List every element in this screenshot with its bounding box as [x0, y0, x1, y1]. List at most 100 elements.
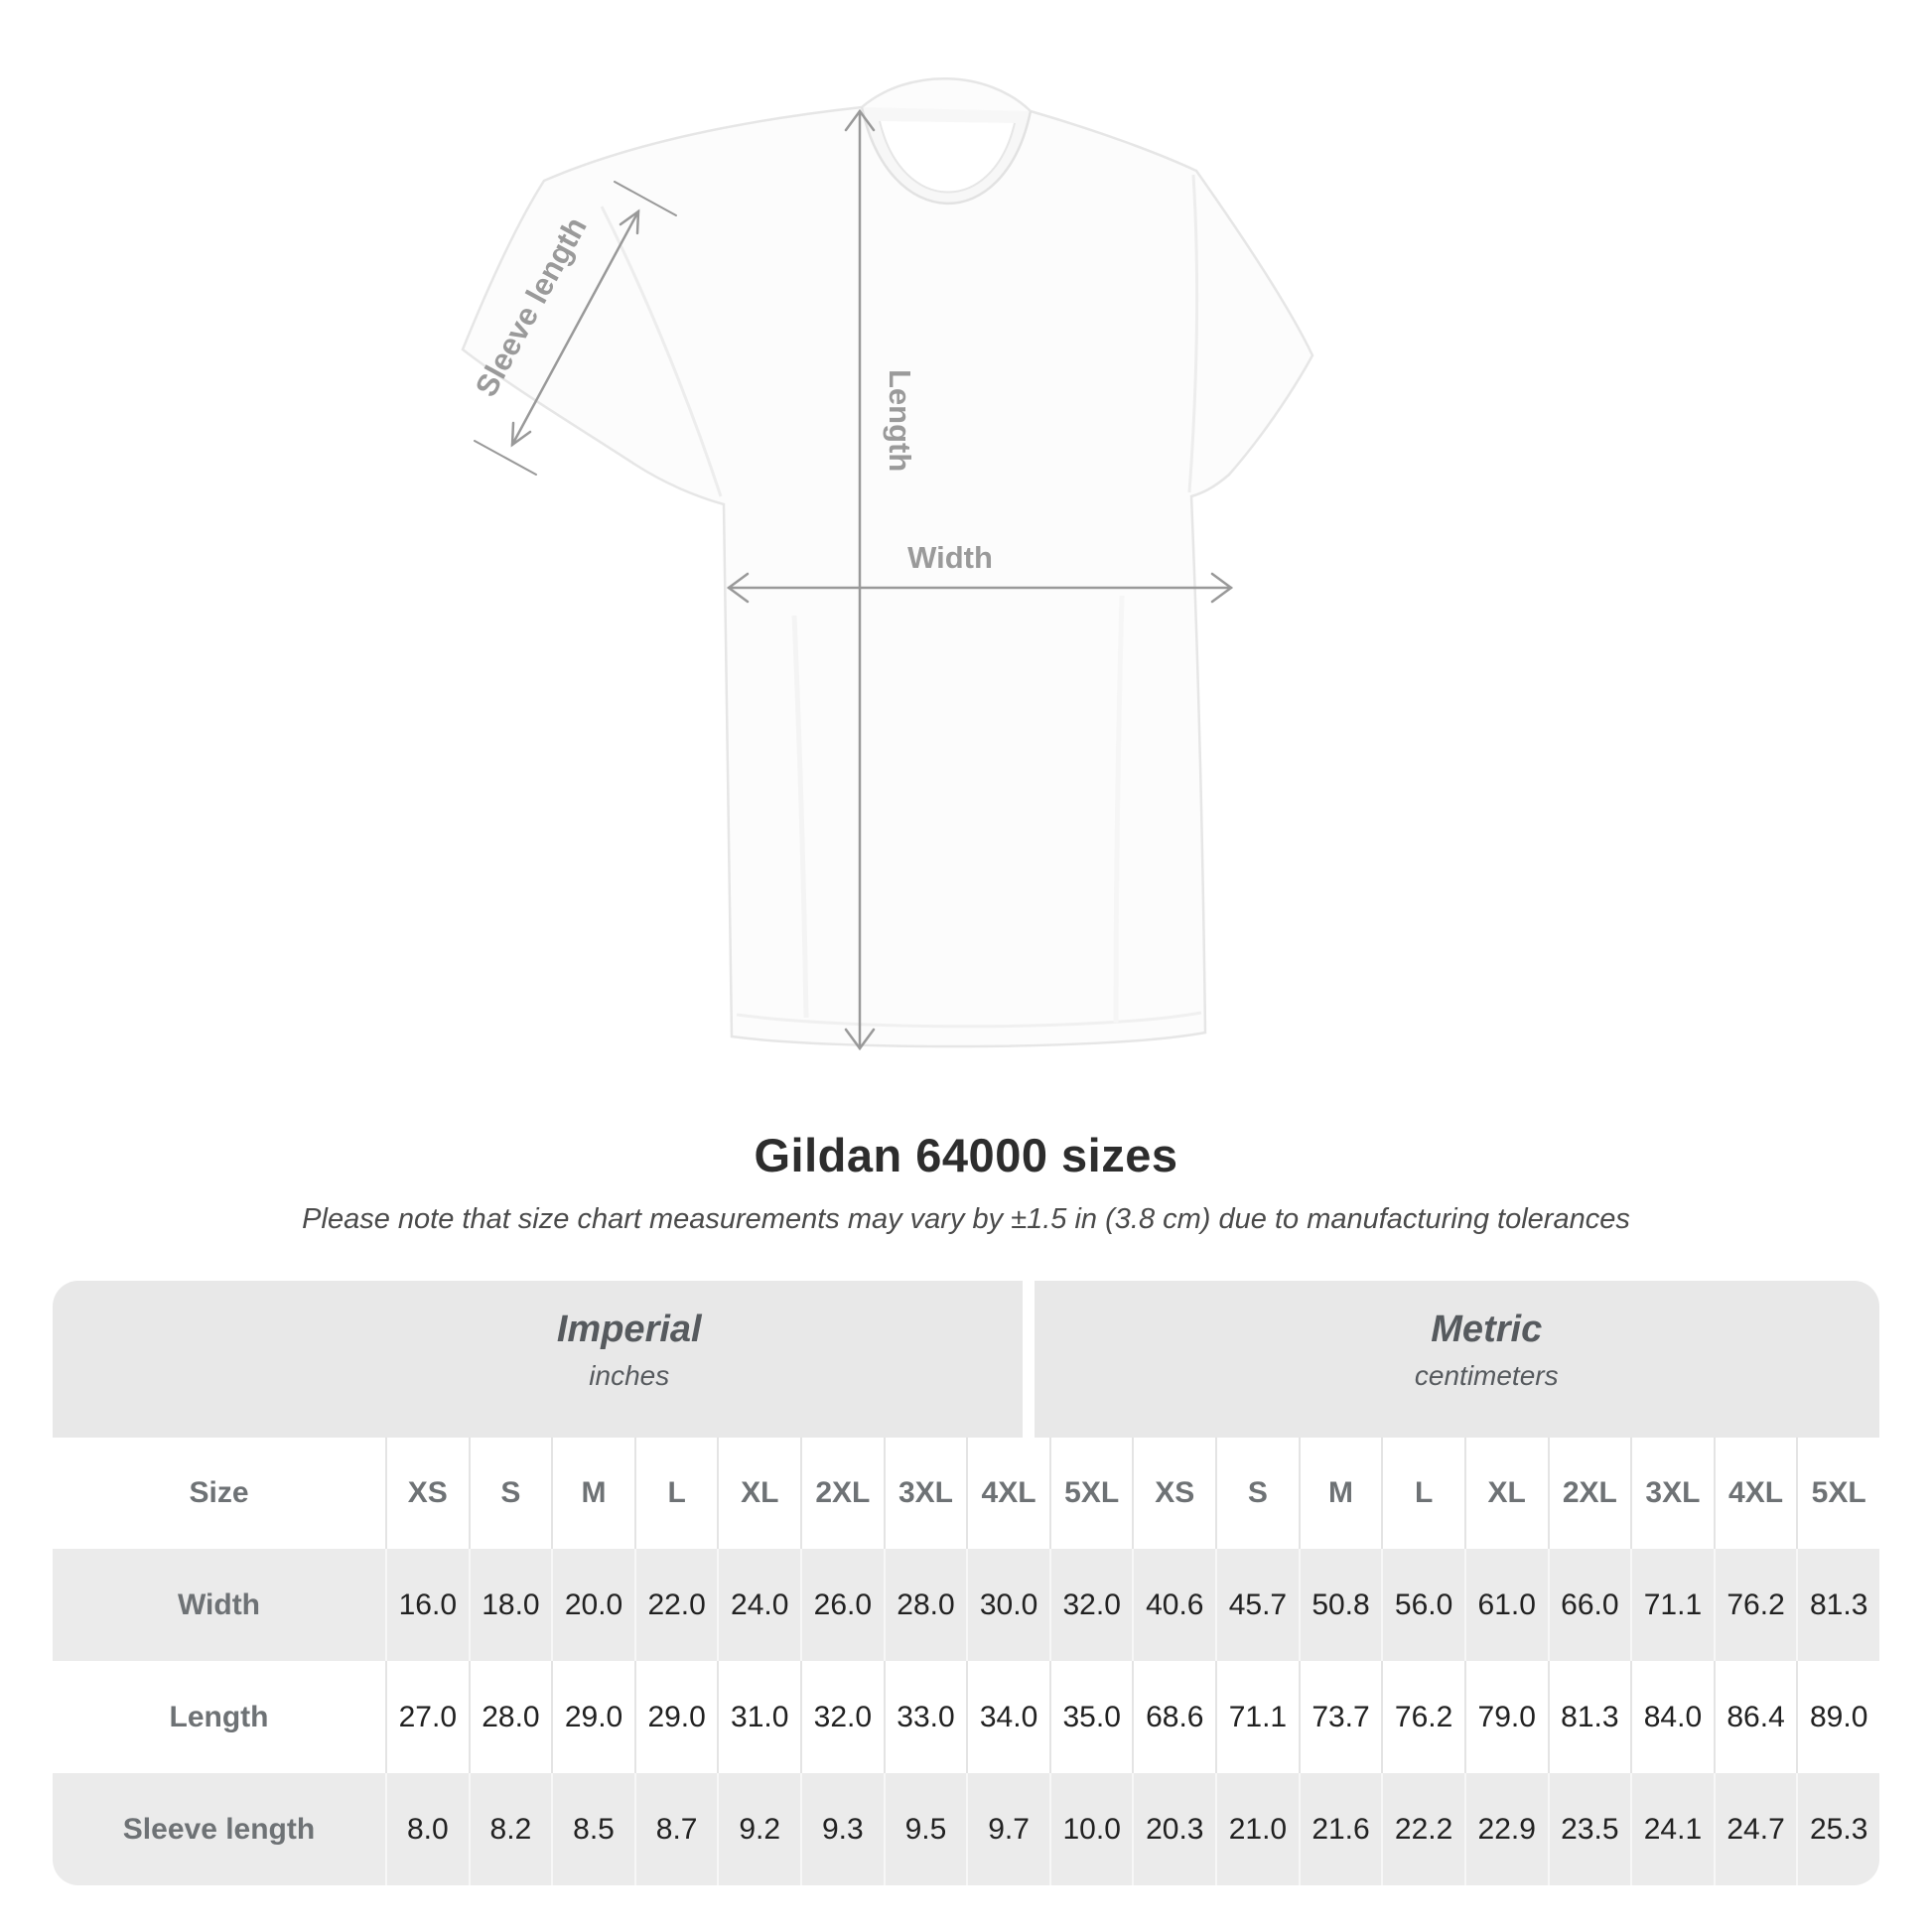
size-header-metric-xl: XL — [1463, 1438, 1548, 1549]
size-header-metric-4xl: 4XL — [1713, 1438, 1797, 1549]
size-header-metric-3xl: 3XL — [1630, 1438, 1714, 1549]
measurement-value-cell: 22.0 — [633, 1549, 718, 1661]
measurement-value-cell: 76.2 — [1713, 1549, 1797, 1661]
size-header-metric-m: M — [1298, 1438, 1382, 1549]
tshirt-body — [461, 76, 1314, 1048]
row-label-sleeve-length: Sleeve length — [53, 1773, 385, 1885]
size-header-metric-s: S — [1215, 1438, 1299, 1549]
measurement-value-cell: 61.0 — [1463, 1549, 1548, 1661]
measurement-value-cell: 18.0 — [468, 1549, 552, 1661]
measurement-annotations — [474, 108, 1234, 1051]
imperial-group-header: Imperial inches — [53, 1281, 1023, 1438]
measurement-value-cell: 71.1 — [1630, 1549, 1714, 1661]
measurement-value-cell: 32.0 — [1048, 1549, 1133, 1661]
measurement-value-cell: 50.8 — [1298, 1549, 1382, 1661]
measurement-value-cell: 84.0 — [1630, 1661, 1714, 1773]
measurement-value-cell: 25.3 — [1796, 1773, 1879, 1885]
measurement-value-cell: 9.3 — [800, 1773, 884, 1885]
measurement-row-length: Length 27.0 28.0 29.0 29.0 31.0 32.0 33.0 34.0 35… — [53, 1661, 1879, 1773]
fold-line — [791, 615, 809, 1019]
size-header-metric-xs: XS — [1132, 1438, 1216, 1549]
size-header-imperial-m: M — [551, 1438, 634, 1549]
size-header-imperial-5xl: 5XL — [1048, 1438, 1133, 1549]
size-header-imperial-s: S — [468, 1438, 552, 1549]
measurement-value-cell: 81.3 — [1547, 1661, 1631, 1773]
tolerance-note: Please note that size chart measurements… — [302, 1203, 1630, 1235]
measurement-value-cell: 34.0 — [966, 1661, 1049, 1773]
imperial-label: Imperial — [556, 1309, 702, 1350]
size-header-metric-5xl: 5XL — [1796, 1438, 1879, 1549]
measurement-value-cell: 22.2 — [1381, 1773, 1464, 1885]
length-label: Length — [883, 369, 917, 472]
measurement-value-cell: 8.2 — [468, 1773, 552, 1885]
measurement-value-cell: 8.0 — [385, 1773, 469, 1885]
width-arrow — [726, 572, 1234, 604]
measurement-value-cell: 89.0 — [1796, 1661, 1879, 1773]
imperial-unit: inches — [589, 1359, 670, 1391]
measurement-value-cell: 33.0 — [883, 1661, 967, 1773]
collar-inner — [879, 120, 1016, 194]
measurement-value-cell: 20.3 — [1132, 1773, 1216, 1885]
measurement-value-cell: 76.2 — [1381, 1661, 1464, 1773]
size-column-header: Size — [53, 1438, 385, 1549]
measurement-value-cell: 10.0 — [1048, 1773, 1133, 1885]
measurement-value-cell: 8.7 — [633, 1773, 718, 1885]
measurement-value-cell: 40.6 — [1132, 1549, 1216, 1661]
measurement-value-cell: 86.4 — [1713, 1661, 1797, 1773]
measurement-value-cell: 79.0 — [1463, 1661, 1548, 1773]
measurement-value-cell: 22.9 — [1463, 1773, 1548, 1885]
hem-stitch — [736, 1011, 1202, 1029]
measurement-value-cell: 30.0 — [966, 1549, 1049, 1661]
size-header-imperial-3xl: 3XL — [883, 1438, 967, 1549]
measurement-value-cell: 56.0 — [1381, 1549, 1464, 1661]
size-header-imperial-l: L — [633, 1438, 718, 1549]
measurement-value-cell: 81.3 — [1796, 1549, 1879, 1661]
measurement-value-cell: 71.1 — [1215, 1661, 1299, 1773]
measurement-row-width: Width 16.0 18.0 20.0 22.0 24.0 26.0 28.0 30.0 32.… — [53, 1549, 1879, 1661]
measurement-value-cell: 29.0 — [633, 1661, 718, 1773]
measurement-value-cell: 24.7 — [1713, 1773, 1797, 1885]
page-title: Gildan 64000 sizes — [754, 1129, 1178, 1181]
metric-unit: centimeters — [1414, 1359, 1559, 1391]
size-header-metric-l: L — [1381, 1438, 1464, 1549]
measurement-value-cell: 23.5 — [1547, 1773, 1631, 1885]
size-header-row: Size XS S M L XL 2XL 3XL 4XL 5XL XS S M L XL 2XL 3XL 4XL… — [53, 1438, 1879, 1549]
size-header-metric-2xl: 2XL — [1547, 1438, 1631, 1549]
measurement-value-cell: 68.6 — [1132, 1661, 1216, 1773]
size-header-imperial-4xl: 4XL — [966, 1438, 1049, 1549]
measurement-value-cell: 8.5 — [551, 1773, 634, 1885]
measurement-value-cell: 9.5 — [883, 1773, 967, 1885]
measurement-value-cell: 24.0 — [717, 1549, 801, 1661]
measurement-value-cell: 28.0 — [883, 1549, 967, 1661]
size-table-section: Imperial inches Metric centimeters Size … — [53, 1281, 1879, 1885]
size-header-imperial-xl: XL — [717, 1438, 801, 1549]
measurement-value-cell: 9.7 — [966, 1773, 1049, 1885]
measurement-value-cell: 26.0 — [800, 1549, 884, 1661]
metric-group-header: Metric centimeters — [1034, 1281, 1879, 1438]
measurement-value-cell: 28.0 — [468, 1661, 552, 1773]
measurement-value-cell: 73.7 — [1298, 1661, 1382, 1773]
tshirt-diagram: Width Length Sleeve length — [461, 76, 1314, 1051]
measurement-value-cell: 45.7 — [1215, 1549, 1299, 1661]
measurement-value-cell: 27.0 — [385, 1661, 469, 1773]
measurement-value-cell: 66.0 — [1547, 1549, 1631, 1661]
measurement-row-sleeve-length: Sleeve length 8.0 8.2 8.5 8.7 9.2 9.3 9.5 9.7 10.… — [53, 1773, 1879, 1885]
measurement-value-cell: 20.0 — [551, 1549, 634, 1661]
size-header-imperial-xs: XS — [385, 1438, 469, 1549]
fold-line — [1113, 595, 1125, 1024]
measurement-value-cell: 21.0 — [1215, 1773, 1299, 1885]
row-label-length: Length — [53, 1661, 385, 1773]
measurement-value-cell: 21.6 — [1298, 1773, 1382, 1885]
measurement-value-cell: 32.0 — [800, 1661, 884, 1773]
tshirt-illustration — [461, 76, 1314, 1048]
size-header-imperial-2xl: 2XL — [800, 1438, 884, 1549]
measurement-value-cell: 24.1 — [1630, 1773, 1714, 1885]
sleeve-length-arrow — [474, 181, 677, 476]
measurement-value-cell: 35.0 — [1048, 1661, 1133, 1773]
measurement-value-cell: 31.0 — [717, 1661, 801, 1773]
metric-label: Metric — [1431, 1309, 1543, 1350]
right-sleeve-seam — [1187, 174, 1199, 493]
measurement-value-cell: 9.2 — [717, 1773, 801, 1885]
measurement-value-cell: 29.0 — [551, 1661, 634, 1773]
